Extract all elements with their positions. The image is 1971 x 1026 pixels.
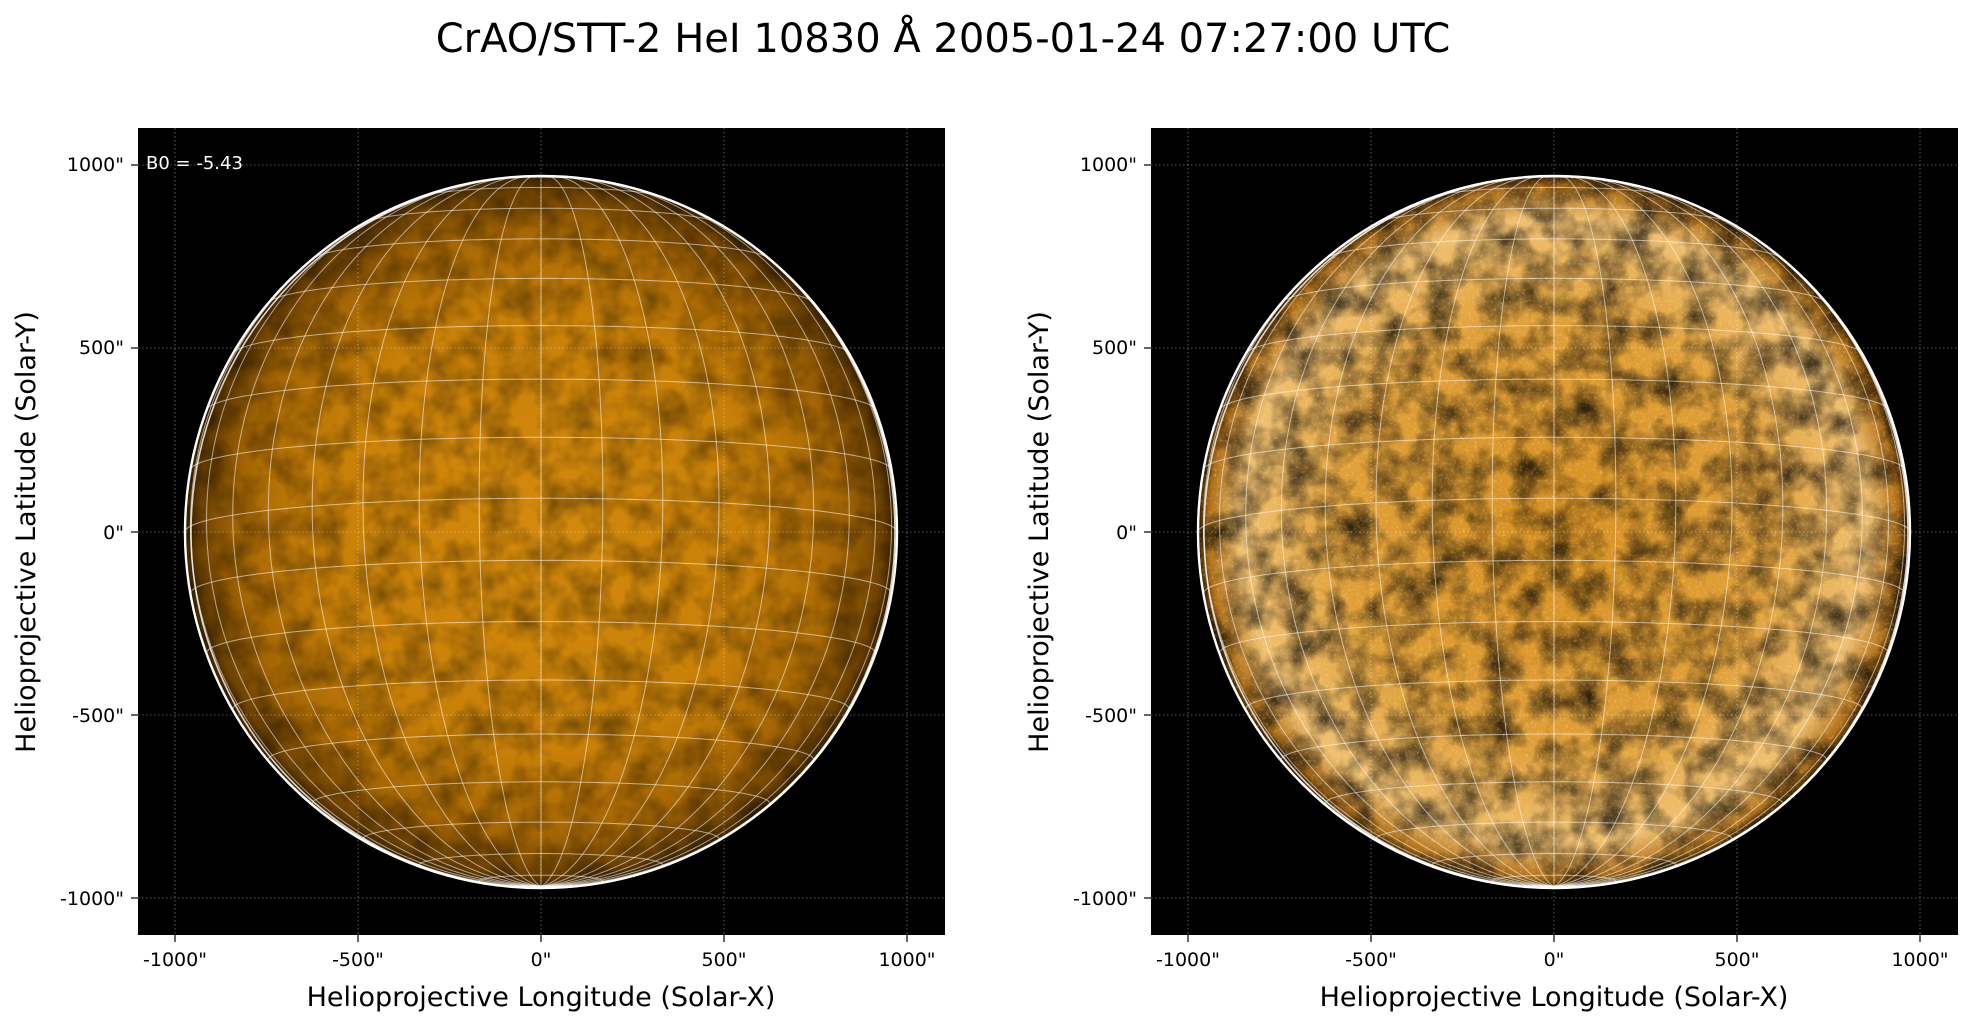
solar-limb-inner xyxy=(190,175,896,889)
longitude-line xyxy=(540,181,850,887)
figure-title: CrAO/STT-2 HeI 10830 Å 2005-01-24 07:27:… xyxy=(436,14,1451,62)
y-tick-label: -500" xyxy=(1085,705,1137,727)
coordinate-grid xyxy=(183,174,899,890)
x-tick-label: -500" xyxy=(332,949,384,971)
coordinate-grid xyxy=(1196,174,1912,890)
longitude-line xyxy=(267,178,542,887)
y-tick-label: 500" xyxy=(1092,337,1137,359)
longitude-line xyxy=(1324,177,1555,887)
longitude-line xyxy=(1553,187,1890,887)
longitude-line xyxy=(1431,175,1555,887)
x-tick-label: 500" xyxy=(701,949,746,971)
y-axis-label: Helioprojective Latitude (Solar-Y) xyxy=(11,311,42,753)
x-axis-label: Helioprojective Longitude (Solar-X) xyxy=(307,982,776,1013)
longitude-line xyxy=(311,177,542,887)
longitude-line xyxy=(540,175,664,887)
longitude-line xyxy=(418,175,542,887)
x-tick-label: 500" xyxy=(1714,949,1759,971)
x-tick-label: 0" xyxy=(531,949,552,971)
longitude-line xyxy=(540,176,720,887)
longitude-line xyxy=(1553,175,1617,887)
y-tick-label: 0" xyxy=(103,522,124,544)
panel-left: -1000" -500" 0" 500" 1000" 1000" 500" 0"… xyxy=(11,128,945,1013)
longitude-line xyxy=(540,178,815,887)
longitude-line xyxy=(478,175,542,887)
x-ticks: -1000" -500" 0" 500" 1000" xyxy=(143,949,936,971)
x-axis-label: Helioprojective Longitude (Solar-X) xyxy=(1320,982,1789,1013)
y-axis-label: Helioprojective Latitude (Solar-Y) xyxy=(1024,311,1055,753)
longitude-line xyxy=(232,181,542,887)
x-tick-label: 0" xyxy=(1544,949,1565,971)
y-tick-label: 0" xyxy=(1116,522,1137,544)
longitude-line xyxy=(540,177,771,887)
longitude-line xyxy=(1553,177,1784,887)
longitude-line xyxy=(1218,187,1555,887)
longitude-line xyxy=(1375,176,1555,887)
y-tick-label: -500" xyxy=(72,705,124,727)
y-ticks: 1000" 500" 0" -500" -1000" xyxy=(60,154,124,910)
x-tick-label: 1000" xyxy=(1891,949,1948,971)
y-tick-label: -1000" xyxy=(1073,888,1137,910)
panel-right: -1000" -500" 0" 500" 1000" 1000" 500" 0"… xyxy=(1024,128,1958,1013)
x-tick-label: -1000" xyxy=(143,949,207,971)
y-tick-label: 1000" xyxy=(67,154,124,176)
longitude-line xyxy=(189,221,542,887)
longitude-line xyxy=(1491,175,1555,887)
longitude-line xyxy=(1280,178,1555,887)
longitude-line xyxy=(1553,181,1863,887)
axis-gridlines xyxy=(131,128,945,942)
longitude-line xyxy=(1553,176,1733,887)
b0-annotation: B0 = -5.43 xyxy=(146,153,243,174)
y-tick-label: -1000" xyxy=(60,888,124,910)
longitude-line xyxy=(540,187,877,887)
longitude-line xyxy=(362,176,542,887)
longitude-line xyxy=(205,187,542,887)
x-tick-label: -1000" xyxy=(1156,949,1220,971)
y-tick-label: 1000" xyxy=(1080,154,1137,176)
x-ticks: -1000" -500" 0" 500" 1000" xyxy=(1156,949,1949,971)
longitude-line xyxy=(1553,178,1828,887)
solar-limb-inner xyxy=(1203,175,1909,889)
longitude-line xyxy=(540,175,604,887)
y-ticks: 1000" 500" 0" -500" -1000" xyxy=(1073,154,1137,910)
y-tick-label: 500" xyxy=(79,337,124,359)
axis-gridlines xyxy=(1144,128,1958,942)
longitude-line xyxy=(1553,175,1677,887)
x-tick-label: -500" xyxy=(1345,949,1397,971)
x-tick-label: 1000" xyxy=(878,949,935,971)
longitude-line xyxy=(1202,221,1555,887)
longitude-line xyxy=(1245,181,1555,887)
